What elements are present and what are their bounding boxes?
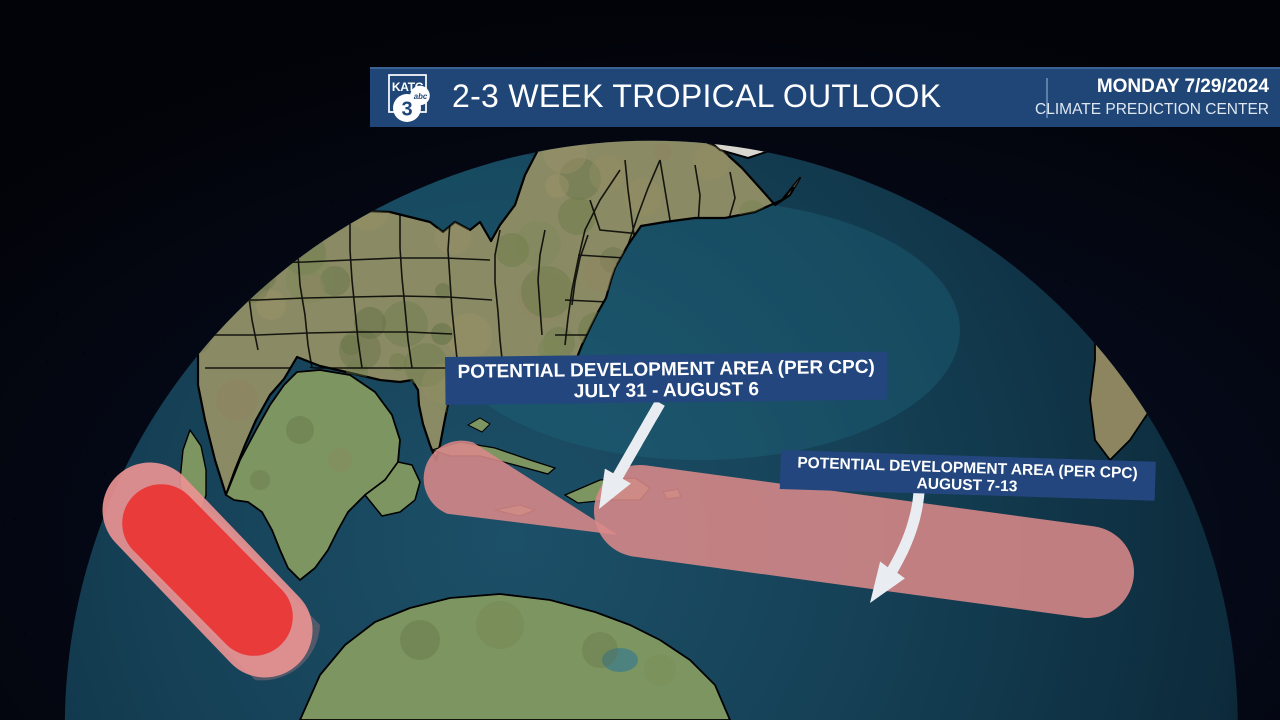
- svg-text:AUGUST 7-13: AUGUST 7-13: [916, 475, 1018, 495]
- svg-text:2-3 WEEK TROPICAL OUTLOOK: 2-3 WEEK TROPICAL OUTLOOK: [452, 78, 941, 114]
- svg-text:CLIMATE PREDICTION CENTER: CLIMATE PREDICTION CENTER: [1035, 101, 1269, 118]
- svg-text:MONDAY 7/29/2024: MONDAY 7/29/2024: [1097, 76, 1270, 97]
- svg-text:abc: abc: [414, 92, 428, 101]
- svg-text:3: 3: [401, 99, 412, 121]
- svg-text:JULY 31 - AUGUST 6: JULY 31 - AUGUST 6: [574, 379, 759, 402]
